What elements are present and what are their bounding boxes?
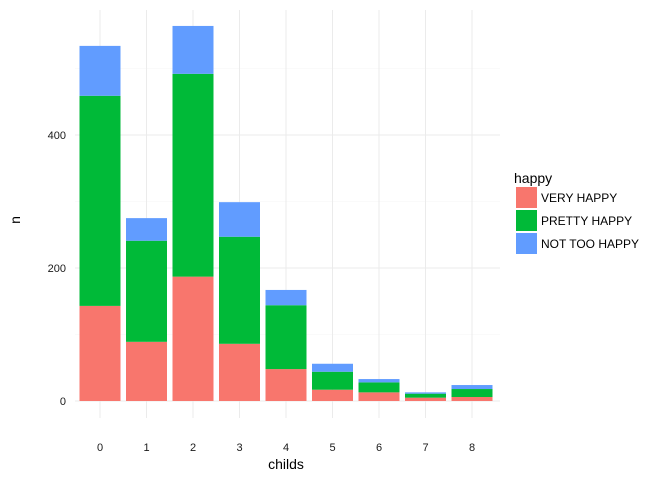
legend-items: VERY HAPPY PRETTY HAPPY NOT TOO HAPPY: [516, 187, 639, 254]
bar-4-very-happy: [265, 369, 307, 401]
legend-label: PRETTY HAPPY: [541, 214, 632, 228]
bar-4-not-too-happy: [265, 289, 307, 306]
bar-5-pretty-happy: [312, 371, 353, 390]
bar-1-pretty-happy: [126, 240, 167, 342]
y-tick-label: 200: [48, 263, 66, 275]
x-tick-label: 6: [376, 442, 382, 454]
bar-6-not-too-happy: [358, 379, 400, 383]
legend-label: NOT TOO HAPPY: [541, 237, 639, 251]
bar-0-very-happy: [79, 305, 121, 401]
x-tick-label: 8: [469, 442, 475, 454]
bar-0-pretty-happy: [79, 95, 121, 306]
x-axis-title: childs: [268, 456, 304, 472]
legend-key-not-too-happy: [516, 233, 537, 254]
x-tick-label: 7: [422, 442, 428, 454]
x-tick-label: 2: [190, 442, 196, 454]
legend-title: happy: [514, 170, 552, 186]
x-tick-label: 5: [329, 442, 335, 454]
bar-5-very-happy: [312, 389, 353, 401]
legend-key-pretty-happy: [516, 210, 537, 231]
bar-3-pretty-happy: [219, 236, 260, 344]
bar-3-not-too-happy: [219, 202, 260, 237]
y-tick-label: 0: [60, 396, 66, 408]
legend: happy VERY HAPPY PRETTY HAPPY NOT TOO HAPP…: [514, 170, 639, 254]
x-tick-label: 1: [143, 442, 149, 454]
bar-6-very-happy: [358, 392, 400, 401]
bar-1-very-happy: [126, 341, 167, 401]
legend-label: VERY HAPPY: [541, 191, 617, 205]
y-axis-title: n: [7, 216, 23, 224]
bar-2-pretty-happy: [172, 73, 214, 277]
bar-8-very-happy: [451, 397, 493, 401]
x-tick-label: 4: [283, 442, 289, 454]
x-axis-tick-labels: 0 1 2 3 4 5 6 7 8: [97, 442, 475, 454]
bar-0-not-too-happy: [79, 45, 121, 96]
bar-5-not-too-happy: [312, 363, 353, 372]
legend-key-very-happy: [516, 187, 537, 208]
bar-8-not-too-happy: [451, 385, 493, 390]
bars: [79, 25, 493, 401]
x-tick-label: 3: [236, 442, 242, 454]
bar-2-very-happy: [172, 276, 214, 401]
bar-1-not-too-happy: [126, 218, 167, 241]
bar-7-not-too-happy: [405, 392, 446, 394]
y-axis-tick-labels: 0 200 400: [48, 130, 66, 408]
bar-6-pretty-happy: [358, 382, 400, 393]
bar-3-very-happy: [219, 343, 260, 401]
y-tick-label: 400: [48, 130, 66, 142]
bar-8-pretty-happy: [451, 389, 493, 398]
bar-7-very-happy: [405, 397, 446, 401]
bar-4-pretty-happy: [265, 305, 307, 370]
bar-2-not-too-happy: [172, 25, 214, 74]
bar-7-pretty-happy: [405, 393, 446, 398]
grid-lines: [75, 10, 500, 418]
x-tick-label: 0: [97, 442, 103, 454]
